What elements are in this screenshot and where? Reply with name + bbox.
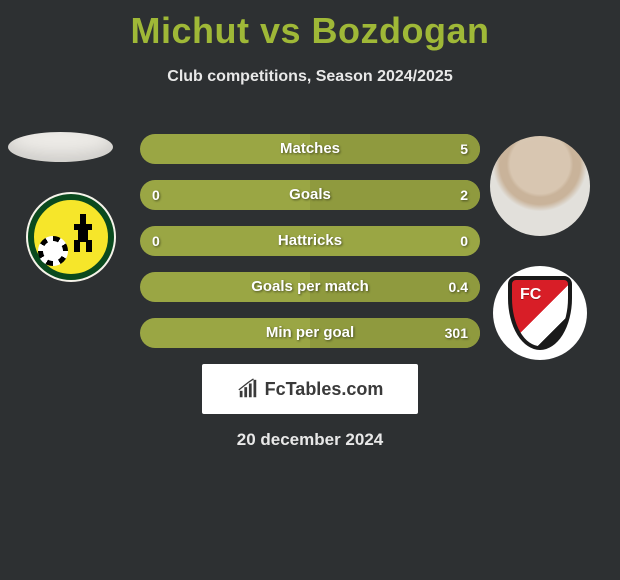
player-right-avatar <box>490 136 590 236</box>
stat-value-left: 0 <box>152 180 160 210</box>
stat-value-right: 5 <box>460 134 468 164</box>
bar-chart-icon <box>237 378 259 400</box>
stat-value-right: 2 <box>460 180 468 210</box>
stat-value-right: 0 <box>460 226 468 256</box>
player-left-avatar <box>8 132 113 162</box>
page-subtitle: Club competitions, Season 2024/2025 <box>0 68 620 86</box>
watermark-text: FcTables.com <box>265 379 384 400</box>
page-title: Michut vs Bozdogan <box>0 0 620 52</box>
stat-label: Min per goal <box>140 318 480 348</box>
fortuna-sittard-icon <box>70 214 96 254</box>
stat-bar-row: Matches5 <box>140 134 480 164</box>
stat-label: Goals per match <box>140 272 480 302</box>
stat-bar-row: Hattricks0 0 <box>140 226 480 256</box>
stat-value-left: 0 <box>152 226 160 256</box>
player-right-club-logo <box>493 266 587 360</box>
stat-label: Goals <box>140 180 480 210</box>
stat-bar-row: Min per goal301 <box>140 318 480 348</box>
stat-label: Matches <box>140 134 480 164</box>
stat-value-right: 0.4 <box>449 272 468 302</box>
fc-utrecht-icon <box>508 276 572 350</box>
stat-bar-row: Goals0 2 <box>140 180 480 210</box>
stat-bar-row: Goals per match0.4 <box>140 272 480 302</box>
player-left-club-logo <box>26 192 116 282</box>
watermark: FcTables.com <box>202 364 418 414</box>
stat-bars: Matches5Goals02Hattricks00Goals per matc… <box>140 134 480 364</box>
stat-value-right: 301 <box>445 318 468 348</box>
stat-label: Hattricks <box>140 226 480 256</box>
comparison-date: 20 december 2024 <box>0 430 620 450</box>
